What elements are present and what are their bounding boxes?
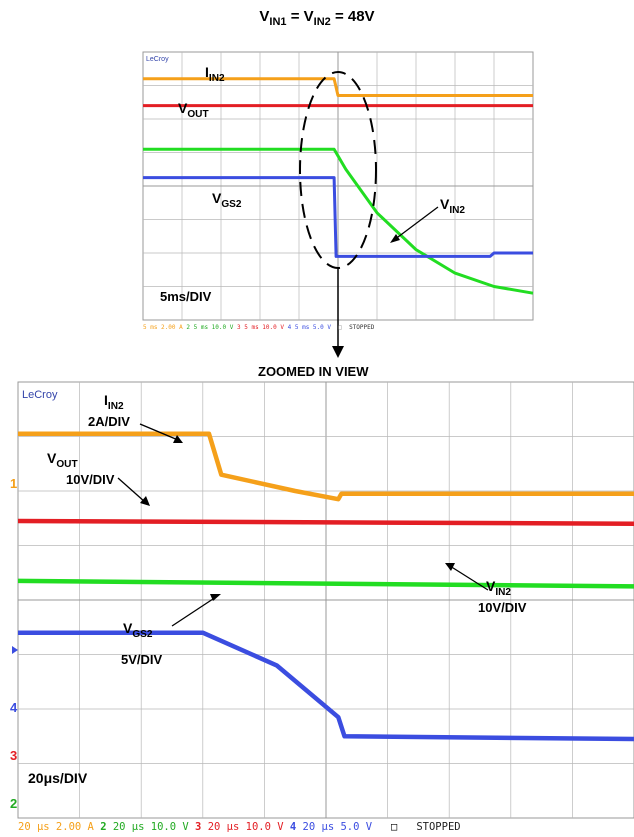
top-trace-vin2 — [143, 147, 534, 295]
top-scope-brand: LeCroy — [146, 56, 169, 63]
top-status-ch4: 5 ms 5.0 V — [294, 324, 331, 331]
vgs2-arrow-head — [210, 594, 221, 601]
zoomed-in-view-label: ZOOMED IN VIEW — [258, 364, 369, 379]
top-vin2-arrow-line — [393, 206, 439, 241]
bottom-trace-iin2 — [18, 431, 634, 502]
bottom-status-bar: 20 μs 2.00 A 2 20 μs 10.0 V 3 20 μs 10.0… — [18, 821, 461, 833]
vout-arrow-line — [117, 477, 146, 503]
top-vin2-arrow-head — [390, 234, 400, 243]
bottom-status-ch3: 20 μs 10.0 V — [207, 821, 284, 833]
top-scope-traces — [143, 77, 534, 295]
bottom-trace-vgs2 — [18, 630, 634, 742]
bottom-trace-vout — [17, 518, 634, 526]
bottom-scope-traces — [17, 431, 634, 742]
bottom-scope-grid — [18, 382, 634, 818]
bottom-status-ch1: 20 μs 2.00 A — [18, 821, 94, 833]
bottom-label-iin2-scale: 2A/DIV — [88, 414, 130, 429]
top-trace-vgs2 — [143, 176, 533, 258]
channel-marker: 3 — [10, 748, 17, 763]
bottom-label-vin2-scale: 10V/DIV — [478, 600, 527, 615]
top-timebase: 5ms/DIV — [160, 289, 212, 304]
bottom-label-vgs2: VGS2 — [123, 620, 153, 640]
channel-marker: 4 — [10, 700, 18, 715]
top-label-iin2: IIN2 — [205, 64, 225, 84]
top-status-bar: 5 ms 2.00 A 2 5 ms 10.0 V 3 5 ms 10.0 V … — [143, 324, 375, 331]
bottom-timebase: 20μs/DIV — [28, 770, 88, 786]
top-label-vin2: VIN2 — [440, 196, 466, 216]
bottom-label-iin2: IIN2 — [104, 392, 124, 412]
bottom-status-state: STOPPED — [416, 821, 461, 833]
iin2-arrow-head — [173, 435, 183, 443]
iin2-arrow-line — [139, 423, 179, 441]
page-title: VIN1 = VIN2 = 48V — [259, 8, 375, 28]
top-status-ch2: 5 ms 10.0 V — [193, 324, 234, 331]
top-status-state: STOPPED — [349, 324, 375, 331]
channel-markers: 1 4 3 2 — [10, 476, 18, 811]
vin2-arrow-head — [445, 563, 455, 571]
bottom-label-vout-scale: 10V/DIV — [66, 472, 115, 487]
vin2-arrow-line — [449, 565, 489, 591]
trigger-marker — [12, 646, 18, 654]
top-label-vout: VOUT — [178, 100, 209, 120]
bottom-status-ch4: 20 μs 5.0 V — [302, 821, 373, 833]
top-label-vgs2: VGS2 — [212, 190, 242, 210]
bottom-label-vout: VOUT — [47, 450, 78, 470]
bottom-label-vgs2-scale: 5V/DIV — [121, 652, 163, 667]
bottom-status-ch2: 20 μs 10.0 V — [112, 821, 189, 833]
zoom-arrow-head — [332, 346, 344, 358]
bottom-label-vin2: VIN2 — [486, 578, 512, 598]
channel-marker: 2 — [10, 796, 17, 811]
channel-marker: 1 — [10, 476, 17, 491]
vout-arrow-head — [140, 496, 150, 506]
top-status-ch3: 5 ms 10.0 V — [244, 324, 284, 331]
bottom-scope-brand: LeCroy — [22, 389, 58, 401]
top-status-ch1: 5 ms 2.00 A — [143, 324, 183, 331]
vgs2-arrow-line — [171, 596, 217, 627]
top-trace-iin2 — [143, 77, 533, 97]
bottom-trace-vin2 — [17, 578, 634, 589]
